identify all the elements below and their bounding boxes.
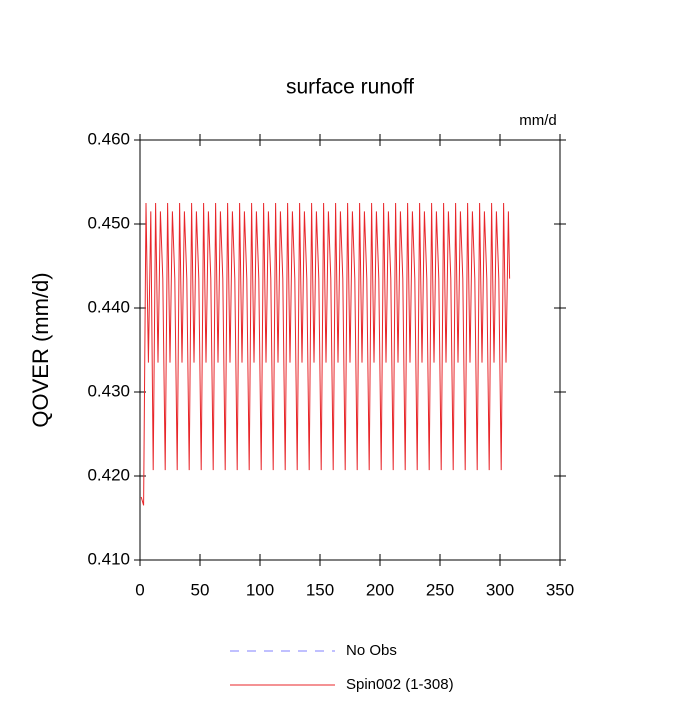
chart-title: surface runoff bbox=[286, 76, 414, 99]
series-line bbox=[140, 202, 511, 506]
x-tick-label: 350 bbox=[546, 580, 574, 599]
y-axis-label: QOVER (mm/d) bbox=[28, 272, 53, 427]
x-tick-label: 300 bbox=[486, 580, 514, 599]
legend-label: Spin002 (1-308) bbox=[346, 676, 454, 693]
y-tick-label: 0.450 bbox=[87, 213, 130, 232]
x-tick-label: 0 bbox=[135, 580, 144, 599]
units-label: mm/d bbox=[519, 112, 557, 129]
x-tick-label: 250 bbox=[426, 580, 454, 599]
plot-frame bbox=[139, 139, 561, 561]
y-tick-label: 0.440 bbox=[87, 297, 130, 316]
x-tick-label: 150 bbox=[306, 580, 334, 599]
y-tick-label: 0.460 bbox=[87, 129, 130, 148]
y-tick-label: 0.420 bbox=[87, 465, 130, 484]
y-tick-label: 0.430 bbox=[87, 381, 130, 400]
x-tick-label: 200 bbox=[366, 580, 394, 599]
x-tick-label: 100 bbox=[246, 580, 274, 599]
legend-label: No Obs bbox=[346, 642, 397, 659]
x-tick-label: 50 bbox=[191, 580, 210, 599]
y-tick-label: 0.410 bbox=[87, 549, 130, 568]
